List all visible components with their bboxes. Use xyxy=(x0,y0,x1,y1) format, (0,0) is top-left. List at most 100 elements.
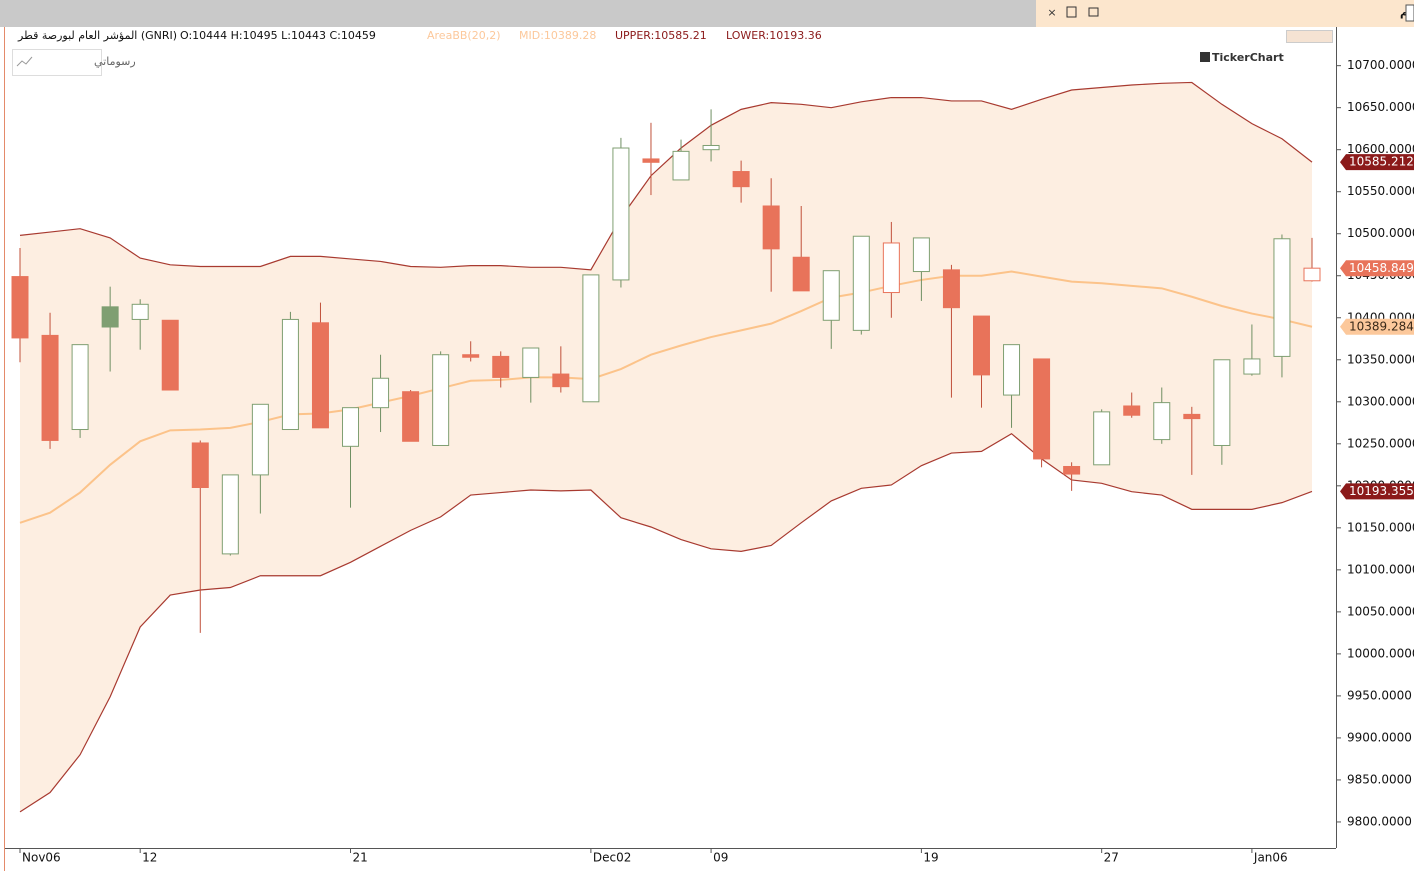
lower-band xyxy=(19,432,1313,813)
candle-body xyxy=(612,147,630,281)
y-tick-label: 9900.0000 xyxy=(1347,730,1412,744)
candle-body xyxy=(582,274,600,403)
y-tick-label: 10600.0000 xyxy=(1347,142,1414,156)
candle-body xyxy=(41,334,59,441)
candle-body xyxy=(161,319,179,391)
candle-body xyxy=(1093,411,1111,466)
upper-label: UPPER:10585.21 xyxy=(615,29,707,42)
y-tick-label: 9800.0000 xyxy=(1347,814,1412,828)
x-tick-label: 21 xyxy=(353,851,368,865)
price-tag xyxy=(1340,260,1414,277)
candle-body xyxy=(11,276,29,339)
drawings-label: رسوماتي xyxy=(94,55,136,68)
y-tick-label: 10500.0000 xyxy=(1347,226,1414,240)
candle-body xyxy=(432,354,450,446)
candle-body xyxy=(522,347,540,378)
candle-body xyxy=(251,403,269,476)
candle-body xyxy=(702,144,720,151)
candle-body xyxy=(852,235,870,331)
candle-body xyxy=(1183,413,1201,420)
restore-icon[interactable] xyxy=(1066,6,1077,18)
price-tag-label: 10585.212 xyxy=(1349,155,1414,169)
y-tick-label: 10000.0000 xyxy=(1347,646,1414,660)
indicator-label: AreaBB(20,2) xyxy=(427,29,500,42)
candle-body xyxy=(492,355,510,378)
instrument-label: المؤشر العام لبورصة قطر (GNRI) xyxy=(17,29,177,42)
candle-body xyxy=(762,205,780,250)
candle-body xyxy=(552,373,570,388)
price-tag xyxy=(1340,154,1414,171)
candle-body xyxy=(942,269,960,309)
x-tick-label: Dec02 xyxy=(593,851,632,865)
candle-body xyxy=(642,158,660,163)
candle-body xyxy=(672,150,690,181)
y-tick-label: 10050.0000 xyxy=(1347,604,1414,618)
candle-body xyxy=(972,315,990,376)
candle-body xyxy=(221,474,239,555)
y-tick-label: 10250.0000 xyxy=(1347,436,1414,450)
price-tag xyxy=(1340,483,1414,500)
candle-body xyxy=(822,270,840,321)
candle-body xyxy=(1273,238,1291,357)
close-icon[interactable]: × xyxy=(1047,6,1056,19)
candle-body xyxy=(402,391,420,442)
y-tick-label: 10650.0000 xyxy=(1347,100,1414,114)
candle-body xyxy=(281,318,299,431)
logo-icon xyxy=(1200,52,1210,62)
candle-body xyxy=(1213,359,1231,446)
ohlc-label: O:10444 H:10495 L:10443 C:10459 xyxy=(180,29,376,42)
y-tick-label: 10550.0000 xyxy=(1347,184,1414,198)
candle-body xyxy=(1003,344,1021,396)
x-tick-label: 12 xyxy=(142,851,157,865)
y-tick-label: 10150.0000 xyxy=(1347,520,1414,534)
plot-area xyxy=(11,81,1321,813)
x-tick-label: 27 xyxy=(1104,851,1119,865)
candle-body xyxy=(101,306,119,328)
candle-body xyxy=(131,303,149,320)
price-tag xyxy=(1340,318,1414,335)
candle-body xyxy=(912,237,930,273)
logo: TickerChart xyxy=(1212,51,1284,64)
candle-body xyxy=(1153,402,1171,441)
candle-body xyxy=(1123,405,1141,416)
title-tab xyxy=(1036,0,1414,27)
detach-icon[interactable] xyxy=(1088,7,1099,17)
price-tag-label: 10389.284 xyxy=(1349,319,1414,333)
candle-body xyxy=(1033,358,1051,460)
band-fill xyxy=(20,82,1312,812)
candle-body xyxy=(342,407,360,447)
x-tick-label: 09 xyxy=(713,851,728,865)
price-tag-label: 10458.849 xyxy=(1349,261,1414,275)
mid-band xyxy=(19,270,1313,524)
candle-body xyxy=(732,171,750,188)
candle-body xyxy=(882,242,900,294)
chart-controls[interactable] xyxy=(1286,30,1333,43)
candle-body xyxy=(1063,465,1081,475)
candle-body xyxy=(792,256,810,292)
lower-label: LOWER:10193.36 xyxy=(726,29,822,42)
x-tick-label: 19 xyxy=(923,851,938,865)
y-tick-label: 9950.0000 xyxy=(1347,688,1412,702)
drawings-icon xyxy=(16,56,33,67)
candle-body xyxy=(311,322,329,429)
candle-body xyxy=(462,354,480,358)
window-checkbox[interactable] xyxy=(1405,4,1414,22)
drawings-button[interactable] xyxy=(12,49,102,76)
candle-body xyxy=(372,377,390,409)
candle-body xyxy=(191,442,209,488)
y-tick-label: 9850.0000 xyxy=(1347,772,1412,786)
y-tick-label: 10700.0000 xyxy=(1347,58,1414,72)
y-tick-label: 10350.0000 xyxy=(1347,352,1414,366)
y-tick-label: 10300.0000 xyxy=(1347,394,1414,408)
x-tick-label: Jan06 xyxy=(1253,851,1288,865)
price-tag-label: 10193.355 xyxy=(1349,484,1414,498)
candle-body xyxy=(1243,358,1261,375)
upper-band xyxy=(19,81,1313,271)
candle-body xyxy=(1303,267,1321,282)
x-tick-label: Nov06 xyxy=(22,851,61,865)
mid-label: MID:10389.28 xyxy=(519,29,596,42)
candle-body xyxy=(71,344,89,431)
y-tick-label: 10100.0000 xyxy=(1347,562,1414,576)
